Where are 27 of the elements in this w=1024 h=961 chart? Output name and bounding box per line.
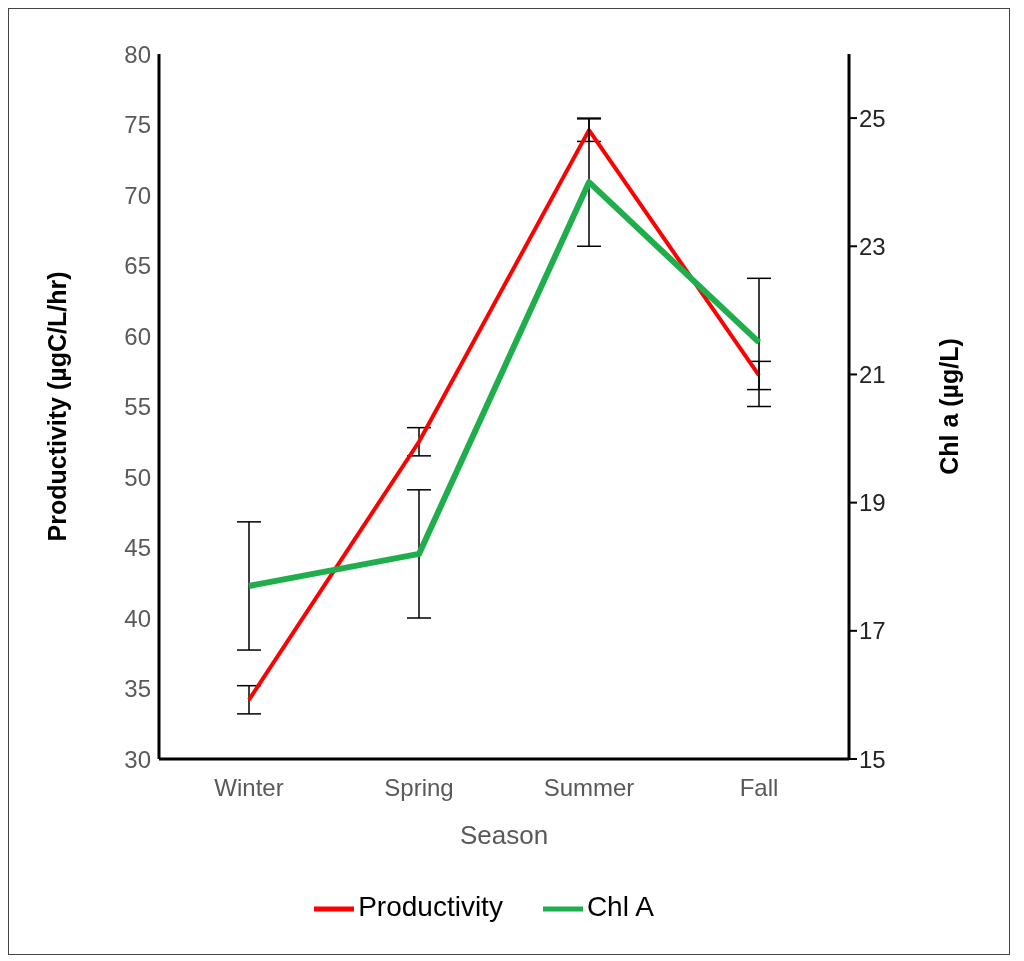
y-tick-label: 45 (124, 534, 151, 562)
x-axis-title: Season (459, 820, 549, 850)
y-tick-label: 35 (124, 675, 151, 703)
y2-tick-label: 15 (859, 745, 886, 773)
y2-tick-label: 21 (859, 360, 886, 388)
y-tick-label: 60 (124, 322, 151, 350)
y-tick-label: 40 (124, 604, 151, 632)
y2-tick-label: 23 (859, 232, 886, 260)
legend-label: Chl A (586, 891, 654, 923)
y2-axis-title: Chl a (µg/L) (934, 338, 963, 475)
x-tick-label: Spring (384, 774, 454, 802)
x-tick-label: Fall (739, 774, 779, 802)
y-tick-label: 70 (124, 181, 151, 209)
y-tick-label: 30 (124, 745, 151, 773)
y2-tick-label: 17 (859, 617, 886, 645)
y-tick-label: 65 (124, 252, 151, 280)
y-tick-label: 75 (124, 111, 151, 139)
line-series (247, 128, 761, 702)
y-tick-label: 55 (124, 393, 151, 421)
x-tick-label: Summer (543, 774, 635, 802)
y-tick-label: 80 (124, 40, 151, 68)
y-tick-label: 50 (124, 463, 151, 491)
y-axis-title: Productivity (µgC/L/hr) (42, 271, 71, 542)
legend-label: Productivity (358, 891, 503, 923)
x-tick-label: Winter (214, 774, 284, 802)
y2-tick-label: 25 (859, 104, 886, 132)
y2-tick-label: 19 (859, 489, 886, 517)
